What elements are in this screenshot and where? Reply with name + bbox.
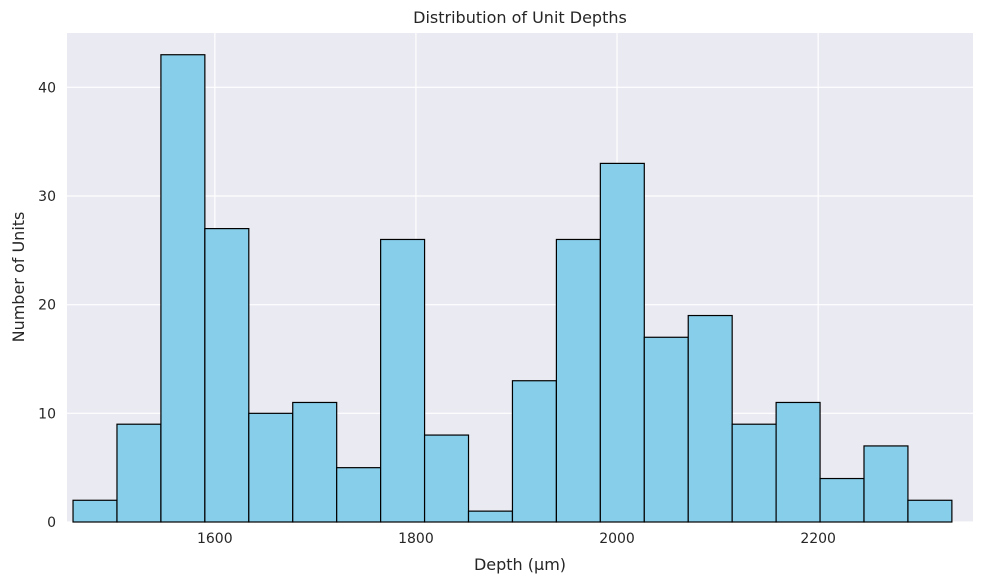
x-tick-labels: 1600 1800 2000 2200 <box>197 531 836 547</box>
histogram-bar <box>863 445 909 523</box>
x-axis-label: Depth (µm) <box>474 555 566 574</box>
histogram-bar <box>292 401 338 523</box>
x-tick-label: 1800 <box>398 531 434 547</box>
histogram-bar <box>643 336 689 523</box>
y-axis-label: Number of Units <box>9 212 28 343</box>
y-tick-labels: 0 10 20 30 40 <box>38 80 56 531</box>
histogram-bar <box>555 238 601 523</box>
histogram-bar <box>467 510 514 523</box>
x-tick-label: 2000 <box>599 531 635 547</box>
x-tick-label: 1600 <box>197 531 233 547</box>
histogram-bar <box>819 477 865 523</box>
histogram-bar <box>204 228 250 523</box>
y-tick-label: 20 <box>38 298 56 314</box>
bars <box>72 54 953 523</box>
histogram-bar <box>160 54 206 523</box>
x-tick-label: 2200 <box>800 531 836 547</box>
y-tick-label: 40 <box>38 80 56 96</box>
histogram-bar <box>248 412 294 523</box>
histogram-bar <box>599 162 645 523</box>
histogram-bar <box>775 401 821 523</box>
chart-title: Distribution of Unit Depths <box>413 8 627 27</box>
histogram-bar <box>731 423 777 523</box>
histogram-bar <box>72 499 118 523</box>
y-tick-label: 0 <box>47 515 56 531</box>
histogram-bar <box>687 314 733 523</box>
histogram-bar <box>116 423 162 523</box>
histogram-bar <box>511 380 558 523</box>
histogram-bar <box>336 467 382 523</box>
histogram-bar <box>380 238 426 523</box>
y-tick-label: 30 <box>38 189 56 205</box>
histogram-bar <box>423 434 470 523</box>
histogram-bar <box>907 499 953 523</box>
y-tick-label: 10 <box>38 406 56 422</box>
